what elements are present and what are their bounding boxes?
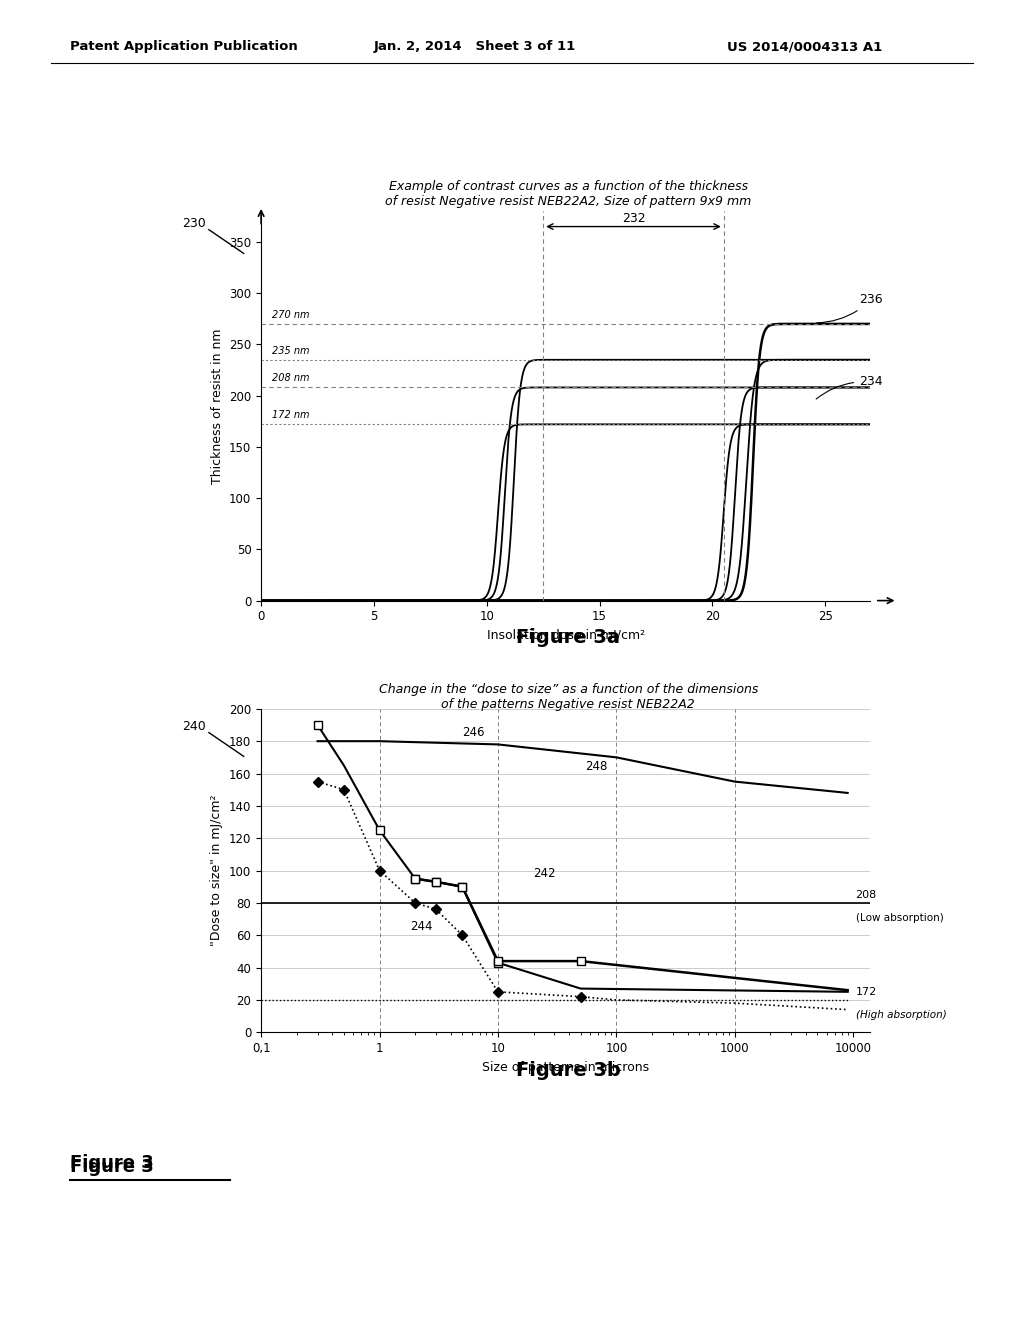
Text: 230: 230 xyxy=(182,216,206,230)
Text: Figure 3: Figure 3 xyxy=(70,1158,154,1176)
Text: 172: 172 xyxy=(856,986,877,997)
Text: 208: 208 xyxy=(856,890,877,900)
Text: 235 nm: 235 nm xyxy=(272,346,310,355)
Text: Figure 3: Figure 3 xyxy=(70,1154,154,1172)
Text: 244: 244 xyxy=(410,920,432,933)
Text: 270 nm: 270 nm xyxy=(272,310,310,319)
Text: 248: 248 xyxy=(586,760,608,774)
Text: (Low absorption): (Low absorption) xyxy=(856,912,943,923)
Text: 208 nm: 208 nm xyxy=(272,374,310,383)
X-axis label: Size of patterns in microns: Size of patterns in microns xyxy=(482,1060,649,1073)
Text: US 2014/0004313 A1: US 2014/0004313 A1 xyxy=(727,40,883,53)
Text: Figure 3b: Figure 3b xyxy=(516,1061,621,1080)
Text: Figure 3a: Figure 3a xyxy=(516,628,621,647)
Text: Jan. 2, 2014   Sheet 3 of 11: Jan. 2, 2014 Sheet 3 of 11 xyxy=(374,40,577,53)
Text: 246: 246 xyxy=(462,726,484,739)
Text: Example of contrast curves as a function of the thickness
of resist Negative res: Example of contrast curves as a function… xyxy=(385,180,752,209)
Y-axis label: "Dose to size" in mJ/cm²: "Dose to size" in mJ/cm² xyxy=(211,795,223,946)
Text: (High absorption): (High absorption) xyxy=(856,1010,946,1019)
Text: 234: 234 xyxy=(816,375,883,399)
Text: 242: 242 xyxy=(534,867,556,880)
Text: 172 nm: 172 nm xyxy=(272,411,310,420)
Text: Change in the “dose to size” as a function of the dimensions
of the patterns Neg: Change in the “dose to size” as a functi… xyxy=(379,682,758,711)
Text: 236: 236 xyxy=(817,293,883,323)
Y-axis label: Thickness of resist in nm: Thickness of resist in nm xyxy=(211,329,223,483)
Text: 240: 240 xyxy=(182,719,206,733)
Text: 232: 232 xyxy=(622,211,645,224)
Text: Patent Application Publication: Patent Application Publication xyxy=(70,40,297,53)
X-axis label: Insolation dose in mJ/cm²: Insolation dose in mJ/cm² xyxy=(486,628,645,642)
